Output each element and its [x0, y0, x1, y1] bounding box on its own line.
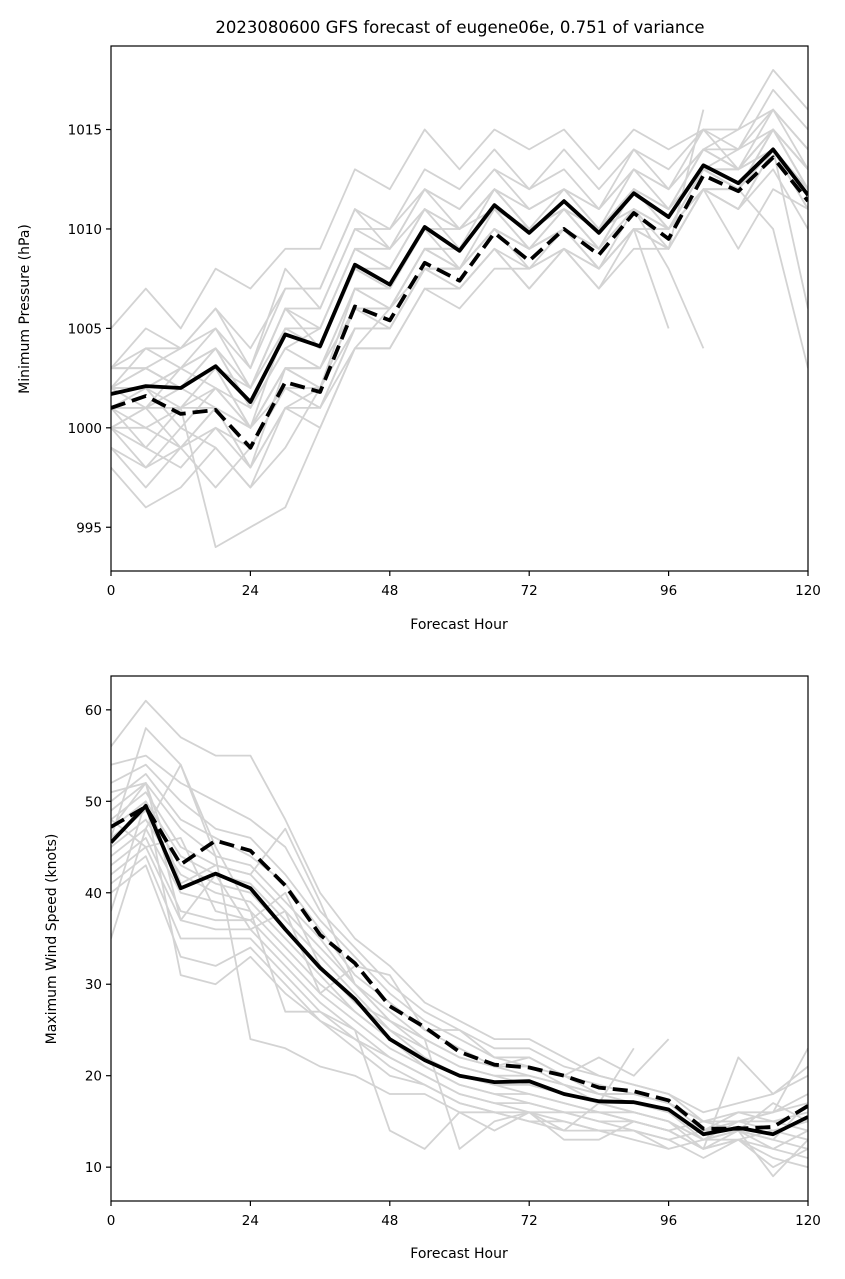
wind-y-tick-label-60: 60: [85, 703, 102, 719]
wind-y-tick-label-30: 30: [85, 977, 102, 993]
wind-y-tick-label-50: 50: [85, 794, 102, 810]
wind-series-solid: [111, 804, 808, 1137]
wind-ensemble-member-19: [111, 782, 670, 1077]
pressure-x-tick-label-120: 120: [795, 583, 821, 599]
pressure-x-tick-label-24: 24: [242, 583, 259, 599]
wind-x-axis-label: Forecast Hour: [410, 1246, 508, 1262]
pressure-panel: Forecast Hour Minimum Pressure (hPa) 0 24…: [17, 45, 821, 633]
pressure-x-axis-label: Forecast Hour: [410, 617, 508, 633]
pressure-x-tick-label-96: 96: [660, 583, 677, 599]
wind-y-tick-label-20: 20: [85, 1069, 102, 1085]
pressure-y-tick-label-995: 995: [76, 520, 102, 536]
wind-x-tick-label-48: 48: [381, 1213, 398, 1229]
pressure-ensemble-member-1: [111, 69, 808, 330]
wind-panel: Forecast Hour Maximum Wind Speed (knots)…: [44, 675, 821, 1262]
wind-ensemble-member-15: [111, 800, 808, 1150]
wind-x-tick-label-72: 72: [521, 1213, 538, 1229]
pressure-x-tick-label-0: 0: [107, 583, 116, 599]
wind-plot-area: [111, 699, 808, 1178]
wind-x-tick-label-24: 24: [242, 1213, 259, 1229]
wind-ensemble-member-16: [111, 763, 669, 1150]
chart-title: 2023080600 GFS forecast of eugene06e, 0.…: [215, 18, 704, 37]
wind-x-tick-label-96: 96: [660, 1213, 677, 1229]
wind-ensemble-member-13: [111, 855, 808, 1159]
wind-ensemble-member-1: [111, 699, 808, 1114]
wind-y-tick-label-10: 10: [85, 1160, 102, 1176]
wind-axes-frame: [110, 675, 809, 1202]
wind-x-tick-label-120: 120: [795, 1213, 821, 1229]
pressure-ensemble-member-23: [111, 188, 808, 548]
pressure-y-tick-label-1005: 1005: [68, 321, 102, 337]
pressure-ensemble-member-10: [111, 128, 808, 389]
pressure-x-tick-label-72: 72: [521, 583, 538, 599]
pressure-y-tick-label-1010: 1010: [68, 222, 102, 238]
pressure-ensemble-member-2: [111, 88, 808, 369]
pressure-series-dashed: [111, 155, 808, 450]
wind-ensemble-member-20: [111, 782, 808, 1123]
pressure-series-solid: [111, 147, 808, 404]
wind-x-tick-label-0: 0: [107, 1213, 116, 1229]
pressure-ensemble-member-20: [111, 109, 705, 509]
pressure-y-axis-label: Minimum Pressure (hPa): [17, 224, 33, 394]
pressure-y-tick-label-1015: 1015: [68, 123, 102, 139]
pressure-axes-frame: [110, 45, 809, 572]
pressure-x-tick-label-48: 48: [381, 583, 398, 599]
wind-y-axis-label: Maximum Wind Speed (knots): [44, 834, 60, 1045]
pressure-y-tick-label-1000: 1000: [68, 421, 102, 437]
wind-y-tick-label-40: 40: [85, 886, 102, 902]
wind-series-dashed: [111, 804, 808, 1131]
pressure-plot-area: [111, 69, 808, 548]
